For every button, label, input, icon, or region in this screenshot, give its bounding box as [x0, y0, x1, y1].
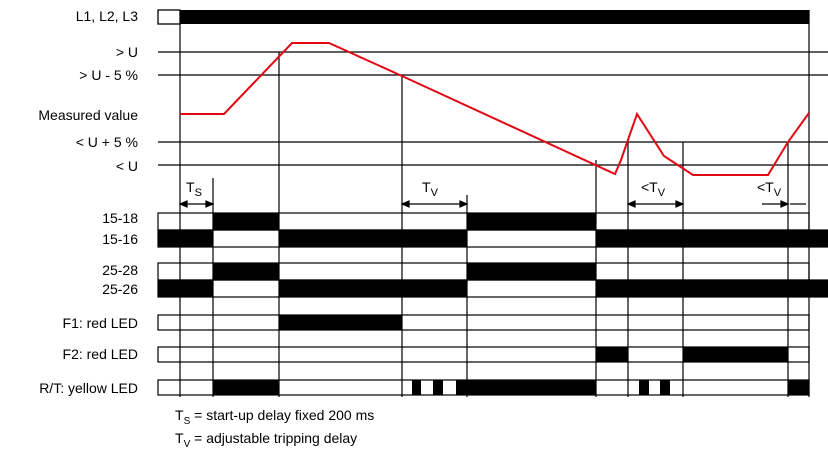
tv-arrow-head-right [459, 200, 469, 208]
label-25-28: 25-28 [102, 262, 138, 278]
lt-tv-arrow-1-head-right [675, 200, 685, 208]
label-25-26: 25-26 [102, 281, 138, 297]
row-f2-active [596, 347, 628, 362]
row-f1-frame [157, 314, 810, 331]
label-under-u-plus-5: < U + 5 % [76, 134, 138, 150]
lt-tv-arrow-1-head-left [626, 200, 636, 208]
ts-arrow-head-left [178, 200, 188, 208]
ts-arrow-head-right [205, 200, 215, 208]
row-25-26-active [596, 280, 828, 297]
lt-tv-arrow-2-head-right [780, 200, 790, 208]
label-under-u: < U [116, 158, 138, 174]
row-rt-blink [433, 380, 443, 395]
label-over-u: > U [116, 44, 138, 60]
row-f2-frame [157, 346, 810, 363]
label-over-u-minus-5: > U - 5 % [79, 67, 138, 83]
row-25-28-active [467, 263, 596, 280]
lt-tv-label-2: <TV [757, 179, 782, 199]
row-15-18-active [467, 213, 596, 230]
row-15-16-active [596, 230, 828, 247]
l123-off-segment [157, 9, 181, 25]
legend-ts: TS = start-up delay fixed 200 ms [175, 407, 374, 427]
row-f2-active [683, 347, 788, 362]
label-15-18: 15-18 [102, 210, 138, 226]
row-25-26-active [158, 280, 213, 297]
label-measured-value: Measured value [38, 107, 138, 123]
label-f2-red-led: F2: red LED [63, 346, 138, 362]
label-15-16: 15-16 [102, 231, 138, 247]
label-f1-red-led: F1: red LED [63, 315, 138, 331]
row-rt-active [788, 380, 809, 395]
row-25-26-active [279, 280, 467, 297]
row-15-16-active [158, 230, 213, 247]
event-lines [179, 24, 810, 397]
row-25-28-active [213, 263, 279, 280]
row-15-18-active [213, 213, 279, 230]
row-rt-active [456, 380, 596, 395]
row-rt-blink [639, 380, 649, 395]
timing-arrows [178, 200, 806, 208]
ts-label: TS [186, 179, 202, 199]
tv-arrow-head-left [400, 200, 410, 208]
row-15-16-active [279, 230, 467, 247]
l123-on-bar [180, 10, 809, 24]
label-l1-l2-l3: L1, L2, L3 [76, 8, 138, 24]
measured-value-curve [180, 42, 810, 176]
row-rt-blink [412, 380, 421, 395]
lt-tv-label-1: <TV [641, 179, 666, 199]
row-rt-blink [660, 380, 670, 395]
row-f1-active [279, 315, 402, 330]
tv-label: TV [422, 179, 439, 199]
row-rt-active [213, 380, 279, 395]
label-rt-yellow-led: R/T: yellow LED [39, 380, 138, 396]
legend-tv: TV = adjustable tripping delay [175, 430, 357, 450]
